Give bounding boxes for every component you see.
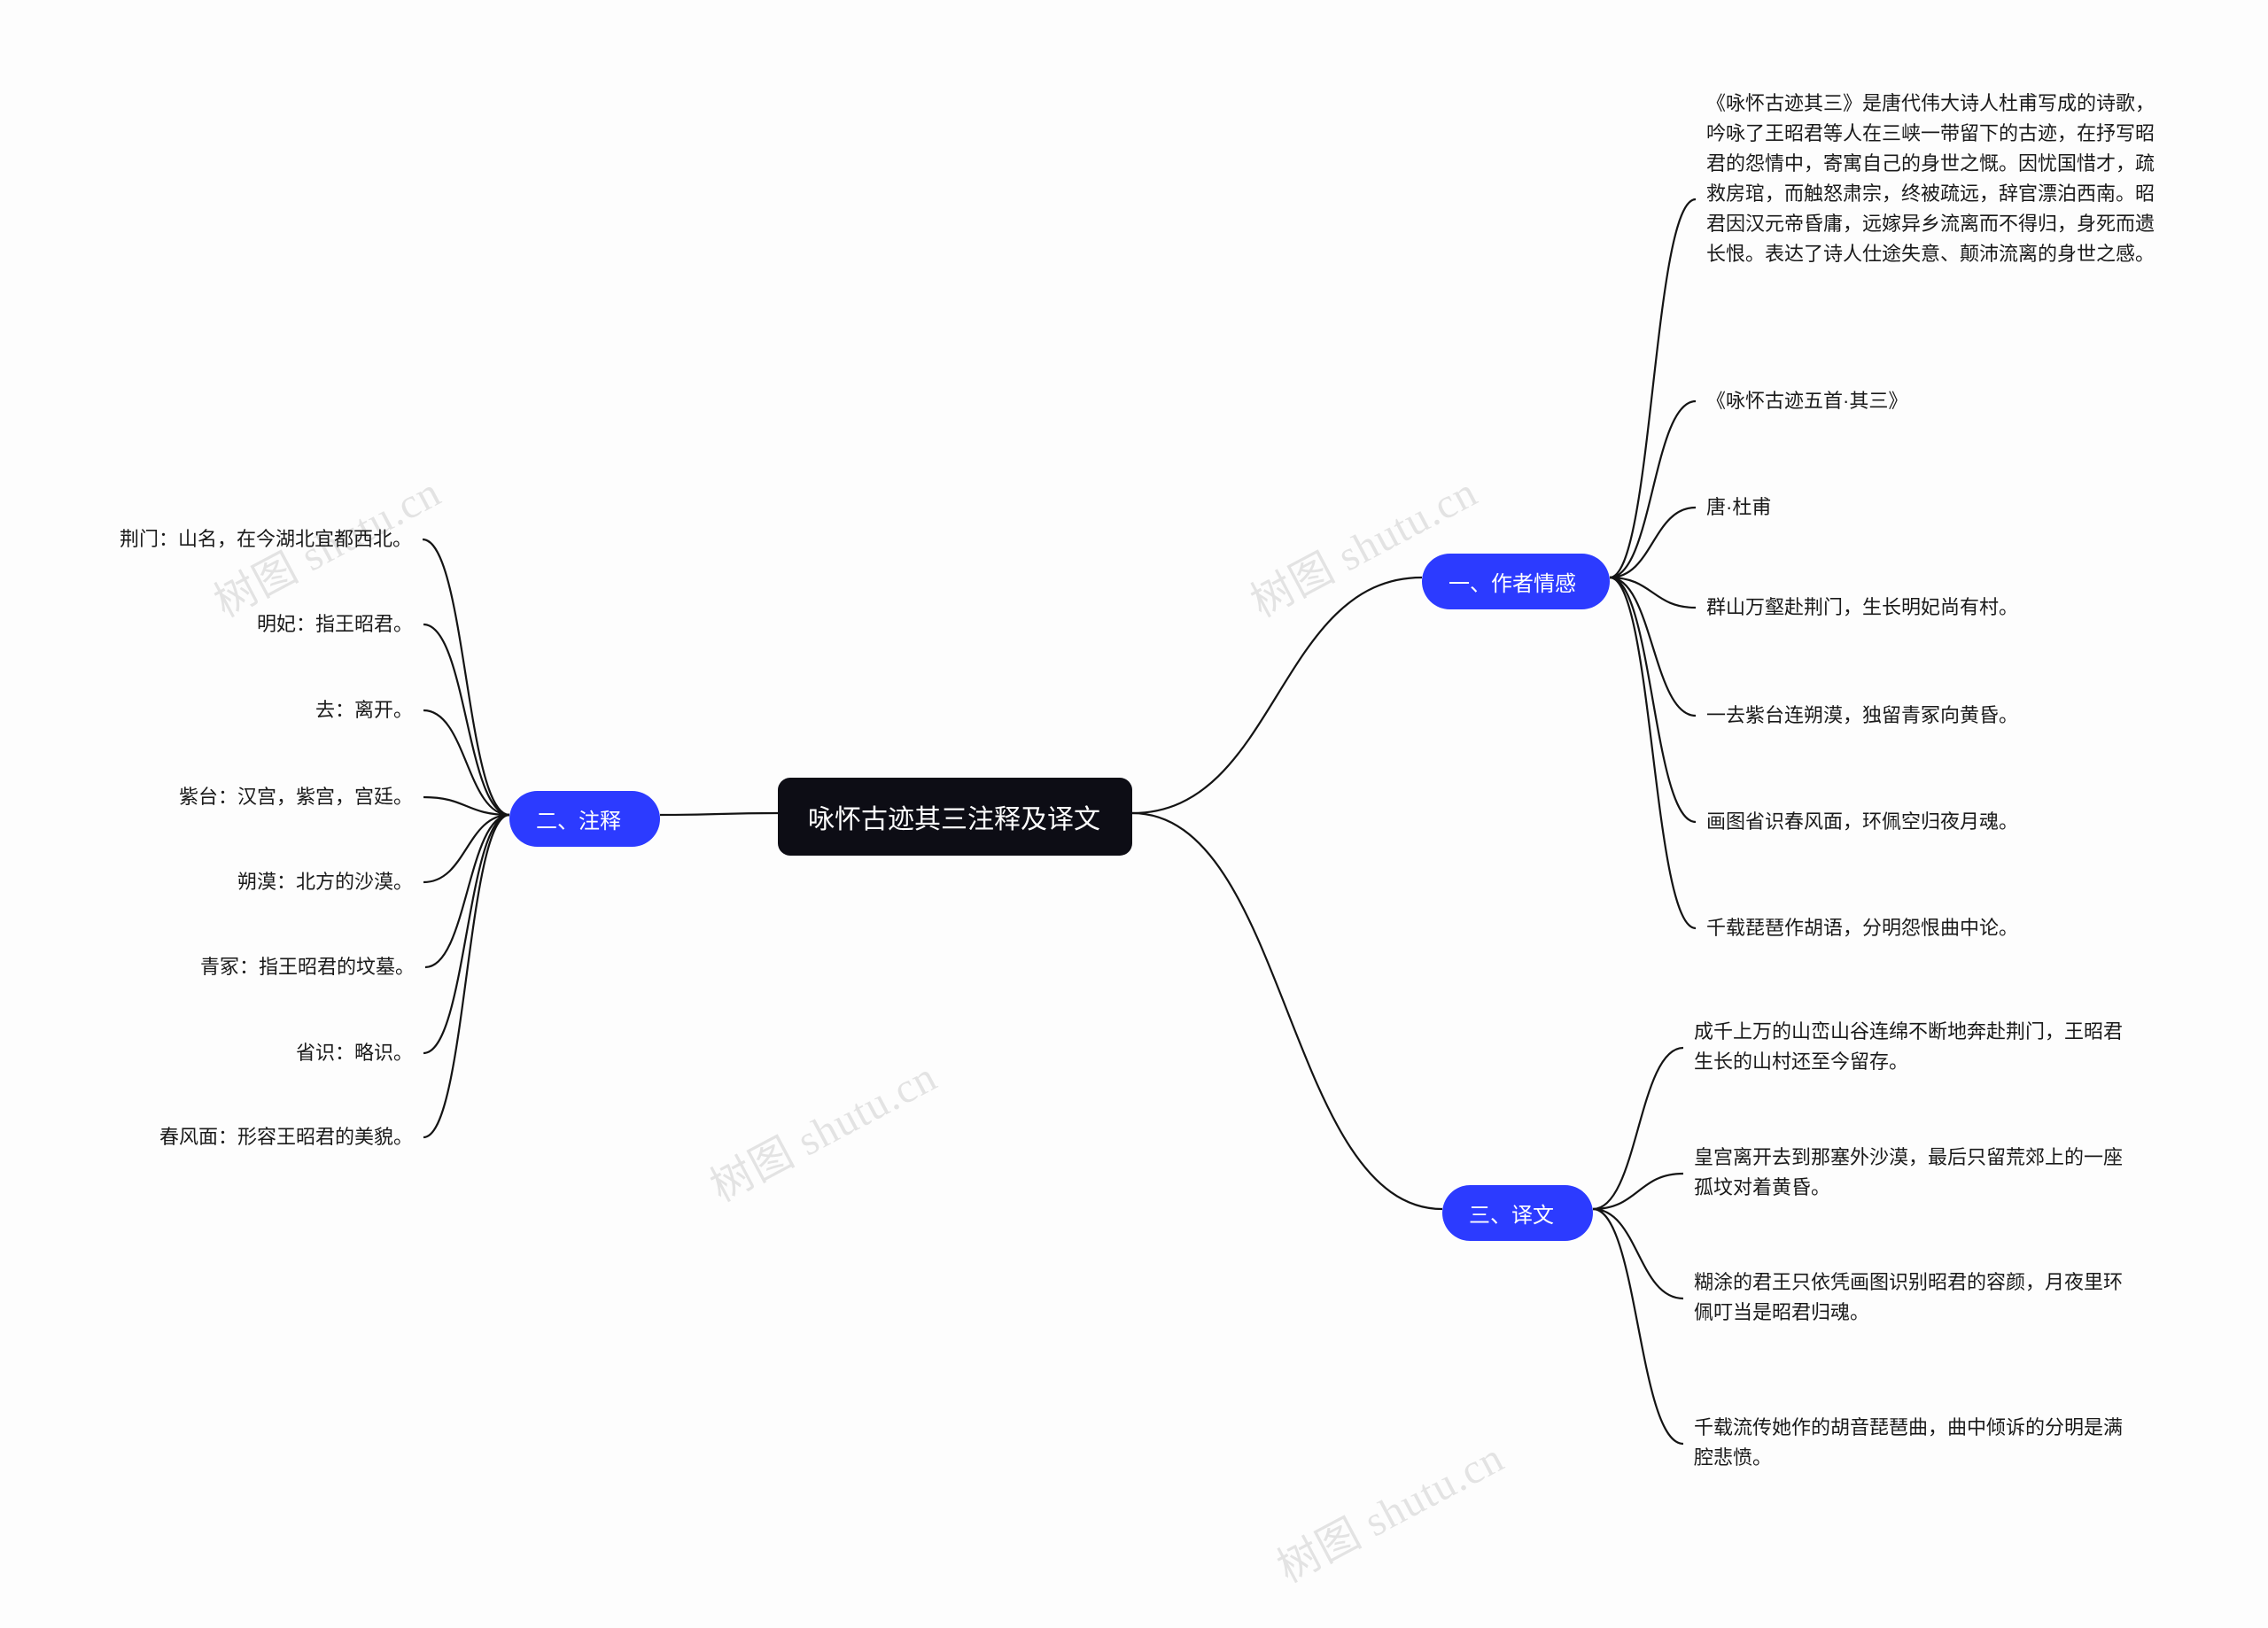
leaf-b1-4: 一去紫台连朔漠，独留青冢向黄昏。 bbox=[1706, 701, 2052, 731]
leaf-b2-3: 紫台：汉宫，紫宫，宫廷。 bbox=[174, 782, 413, 812]
leaf-b2-4: 朔漠：北方的沙漠。 bbox=[232, 867, 413, 897]
leaf-b1-6: 千载琵琶作胡语，分明怨恨曲中论。 bbox=[1706, 913, 2052, 943]
mindmap-canvas: 咏怀古迹其三注释及译文 二、注释 荆门：山名，在今湖北宜都西北。明妃：指王昭君。去：… bbox=[0, 0, 2268, 1628]
leaf-b1-2: 唐·杜甫 bbox=[1706, 492, 1813, 523]
branch-b2[interactable]: 二、注释 bbox=[509, 791, 660, 847]
leaf-b2-6: 省识：略识。 bbox=[293, 1038, 413, 1068]
leaf-b1-5: 画图省识春风面，环佩空归夜月魂。 bbox=[1706, 807, 2052, 837]
root-node[interactable]: 咏怀古迹其三注释及译文 bbox=[778, 778, 1132, 856]
leaf-b1-0: 《咏怀古迹其三》是唐代伟大诗人杜甫写成的诗歌，吟咏了王昭君等人在三峡一带留下的古… bbox=[1706, 89, 2158, 270]
branch-b3[interactable]: 三、译文 bbox=[1442, 1185, 1593, 1241]
leaf-b3-0: 成千上万的山峦山谷连绵不断地奔赴荆门，王昭君生长的山村还至今留存。 bbox=[1694, 1017, 2137, 1077]
leaf-b3-3: 千载流传她作的胡音琵琶曲，曲中倾诉的分明是满腔悲愤。 bbox=[1694, 1413, 2137, 1473]
leaf-b2-0: 荆门：山名，在今湖北宜都西北。 bbox=[93, 524, 412, 554]
leaf-b1-1: 《咏怀古迹五首·其三》 bbox=[1706, 386, 1972, 416]
branch-b1[interactable]: 一、作者情感 bbox=[1422, 554, 1610, 609]
leaf-b2-5: 青冢：指王昭君的坟墓。 bbox=[195, 952, 415, 982]
leaf-b3-2: 糊涂的君王只依凭画图识别昭君的容颜，月夜里环佩叮当是昭君归魂。 bbox=[1694, 1268, 2137, 1328]
leaf-b2-2: 去：离开。 bbox=[314, 695, 413, 725]
leaf-b2-7: 春风面：形容王昭君的美貌。 bbox=[135, 1122, 413, 1152]
leaf-b1-3: 群山万壑赴荆门，生长明妃尚有村。 bbox=[1706, 593, 2052, 623]
leaf-b3-1: 皇宫离开去到那塞外沙漠，最后只留荒郊上的一座孤坟对着黄昏。 bbox=[1694, 1143, 2137, 1203]
watermark-3: 树图 shutu.cn bbox=[1264, 1423, 1512, 1594]
watermark-2: 树图 shutu.cn bbox=[697, 1043, 945, 1213]
leaf-b2-1: 明妃：指王昭君。 bbox=[253, 609, 413, 640]
